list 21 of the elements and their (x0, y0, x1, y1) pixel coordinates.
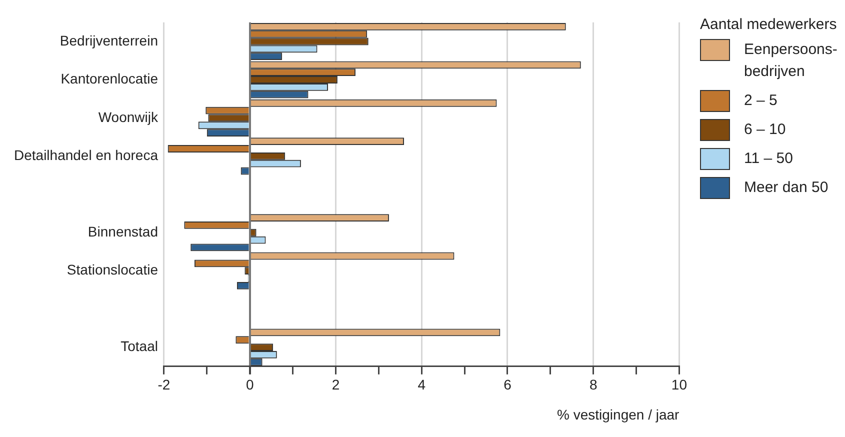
y-tick-label: Detailhandel en horeca (14, 147, 158, 164)
legend-title: Aantal medewerkers (700, 16, 837, 33)
legend-label: 11 – 50 (744, 149, 794, 169)
x-tick-label: 8 (589, 376, 598, 393)
legend-label: Meer dan 50 (744, 178, 830, 198)
legend-label: 6 – 10 (744, 120, 787, 140)
x-tick-label: 4 (418, 376, 426, 393)
y-tick-label: Woonwijk (98, 108, 159, 125)
legend-label: Eenpersoons-bedrijven (744, 40, 838, 82)
x-tick-label: 10 (671, 376, 688, 393)
y-tick-label: Kantorenlocatie (60, 70, 158, 87)
y-tick-label: Binnenstad (88, 223, 158, 240)
x-axis-title: % vestigingen / jaar (557, 406, 680, 422)
y-tick-label: Stationslocatie (66, 262, 158, 278)
y-tick-label: Totaal (120, 338, 158, 354)
x-tick-label: -2 (158, 376, 170, 393)
x-tick-label: 6 (504, 376, 512, 393)
x-tick-label: 0 (246, 376, 254, 393)
y-tick-label: Bedrijventerrein (60, 32, 158, 48)
legend-label: 2 – 5 (744, 91, 778, 111)
x-tick-label: 2 (332, 376, 340, 393)
